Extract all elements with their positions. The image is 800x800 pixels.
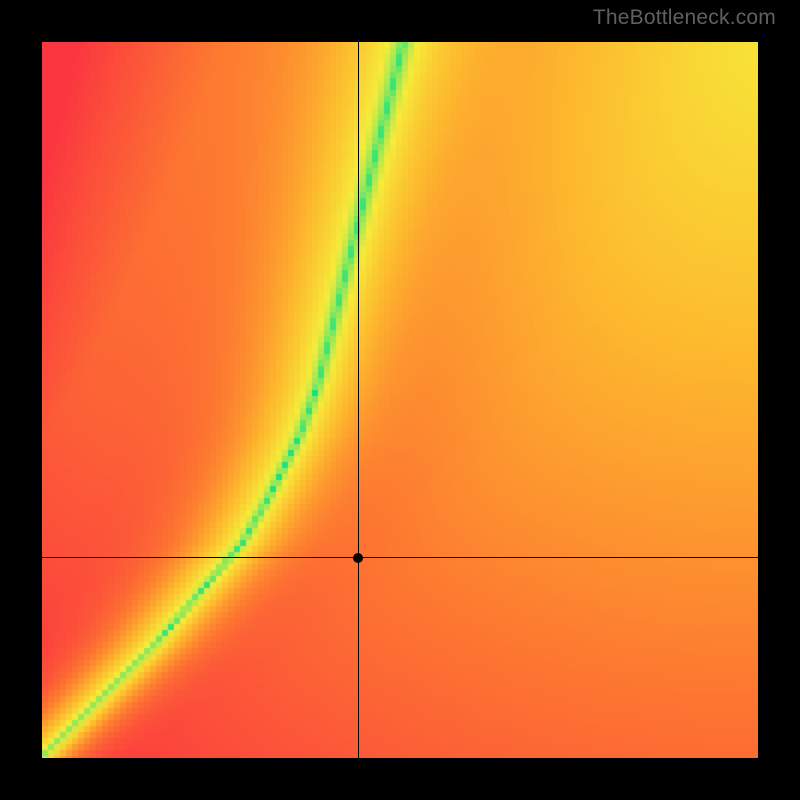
heatmap-canvas <box>42 42 758 758</box>
watermark-text: TheBottleneck.com <box>593 6 776 30</box>
marker-point <box>353 553 363 563</box>
crosshair-vertical <box>358 42 359 758</box>
heatmap-plot <box>42 42 758 758</box>
chart-root: TheBottleneck.com <box>0 0 800 800</box>
crosshair-horizontal <box>42 557 758 558</box>
